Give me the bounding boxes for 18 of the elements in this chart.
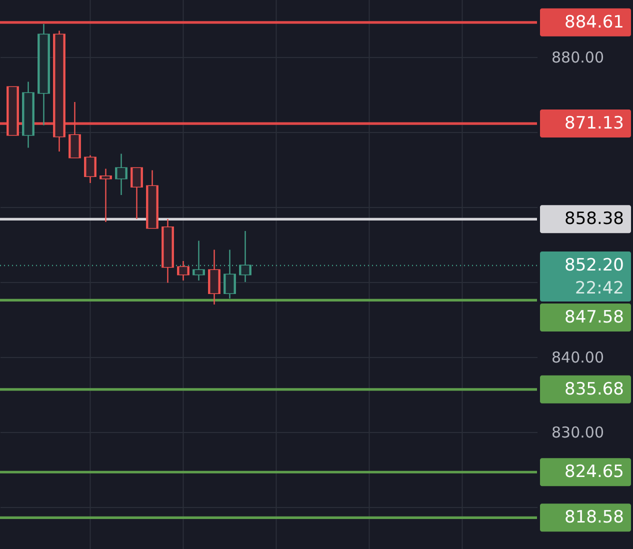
candlestick [84, 154, 96, 184]
candlestick [208, 249, 220, 306]
ref-line-label: 847.58 [564, 308, 624, 328]
candlestick [177, 260, 190, 282]
text: 22:42 [575, 278, 624, 298]
candlestick [115, 153, 128, 196]
ref-line-label: 858.38 [564, 209, 624, 230]
ref-line-label: 835.68 [564, 379, 624, 400]
ref-line-label: 852.20 [564, 256, 624, 276]
ref-line-label: 824.65 [564, 462, 624, 482]
y-tick-label: 880.00 [552, 48, 604, 66]
ref-line-label: 871.13 [564, 114, 624, 134]
ref-line-label: 818.58 [564, 508, 624, 528]
y-tick-label: 830.00 [552, 424, 604, 442]
candlestick [68, 101, 81, 158]
candlestick [130, 167, 143, 220]
y-tick-label: 840.00 [552, 348, 604, 366]
ref-line-label: 884.61 [564, 12, 624, 32]
